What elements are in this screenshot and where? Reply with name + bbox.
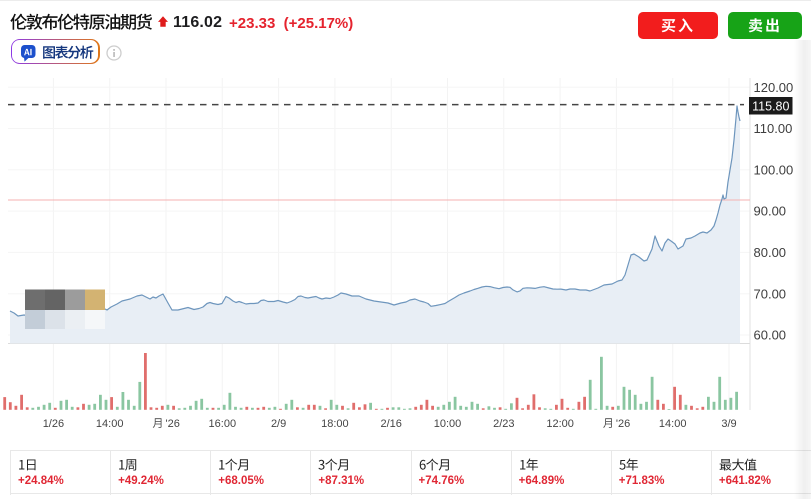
svg-text:14:00: 14:00 [96,418,124,430]
svg-text:10:00: 10:00 [434,418,462,430]
svg-text:16:00: 16:00 [209,418,237,430]
svg-text:2/23: 2/23 [493,418,514,430]
svg-text:70.00: 70.00 [754,286,787,301]
svg-text:1/26: 1/26 [43,418,64,430]
svg-text:60.00: 60.00 [754,328,787,343]
svg-text:100.00: 100.00 [754,162,794,177]
svg-text:'26: '26 [166,418,180,430]
svg-text:3/9: 3/9 [721,418,736,430]
svg-text:120.00: 120.00 [754,80,794,95]
svg-text:115.80: 115.80 [752,99,789,113]
svg-text:90.00: 90.00 [754,204,787,219]
svg-text:12:00: 12:00 [546,418,574,430]
svg-text:18:00: 18:00 [321,418,349,430]
svg-text:80.00: 80.00 [754,245,787,260]
svg-text:'26: '26 [616,418,630,430]
svg-text:14:00: 14:00 [659,418,687,430]
svg-text:2/9: 2/9 [271,418,286,430]
svg-text:110.00: 110.00 [754,121,793,136]
svg-text:2/16: 2/16 [380,418,401,430]
